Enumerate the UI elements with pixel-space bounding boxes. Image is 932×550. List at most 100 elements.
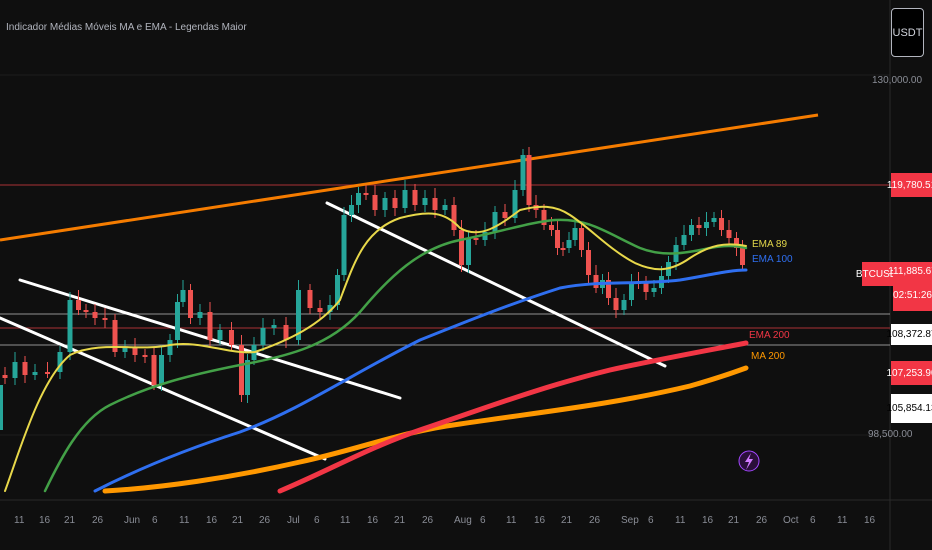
candle[interactable] — [681, 235, 687, 245]
ma-200-line[interactable] — [102, 365, 749, 494]
ema-100-line[interactable] — [93, 268, 748, 493]
candle[interactable] — [740, 248, 745, 265]
candle[interactable] — [239, 345, 244, 395]
candle[interactable] — [132, 348, 138, 355]
candle[interactable] — [689, 225, 694, 235]
candle[interactable] — [422, 198, 428, 205]
candlestick-series[interactable] — [0, 147, 745, 430]
candle[interactable] — [482, 232, 488, 240]
candle[interactable] — [442, 205, 448, 210]
candle[interactable] — [12, 362, 18, 378]
candle[interactable] — [555, 230, 560, 248]
candle[interactable] — [142, 355, 148, 357]
candle[interactable] — [207, 312, 213, 340]
candle[interactable] — [696, 225, 702, 228]
candle[interactable] — [102, 318, 108, 320]
candle[interactable] — [180, 290, 186, 302]
white-trendline-3[interactable] — [325, 201, 667, 368]
candle[interactable] — [159, 355, 164, 385]
candle[interactable] — [719, 218, 724, 230]
candle[interactable] — [112, 320, 118, 352]
candle[interactable] — [402, 190, 408, 208]
candle[interactable] — [512, 190, 518, 218]
candle[interactable] — [22, 362, 28, 375]
candle[interactable] — [432, 198, 438, 210]
candle[interactable] — [520, 155, 526, 190]
candle[interactable] — [45, 372, 50, 374]
candle[interactable] — [76, 300, 81, 310]
candle[interactable] — [260, 328, 266, 345]
candle[interactable] — [572, 228, 578, 240]
candle[interactable] — [579, 228, 584, 250]
candle[interactable] — [704, 222, 709, 228]
candle[interactable] — [392, 198, 398, 208]
candle[interactable] — [726, 230, 732, 238]
candle[interactable] — [629, 282, 634, 300]
candle[interactable] — [167, 340, 173, 355]
candle[interactable] — [492, 212, 498, 232]
candle[interactable] — [32, 372, 38, 375]
candle[interactable] — [734, 238, 739, 248]
candle[interactable] — [466, 238, 471, 265]
candle[interactable] — [560, 248, 566, 250]
candle[interactable] — [283, 325, 289, 340]
candle[interactable] — [0, 385, 3, 430]
ema-200-line[interactable] — [277, 340, 749, 494]
candle[interactable] — [412, 190, 418, 205]
white-trendlines[interactable] — [0, 201, 667, 461]
candle[interactable] — [526, 155, 532, 205]
candle[interactable] — [451, 205, 457, 230]
symbol-tag[interactable]: BTCUSDT — [856, 262, 903, 286]
currency-button[interactable]: USDT — [891, 8, 924, 57]
candle[interactable] — [349, 205, 354, 215]
candle[interactable] — [83, 310, 89, 312]
candle[interactable] — [606, 280, 611, 298]
candle[interactable] — [593, 275, 599, 288]
candle[interactable] — [296, 290, 301, 340]
candle[interactable] — [92, 312, 98, 318]
price-tag-resistance: 119,780.51 — [887, 173, 932, 197]
white-trendline-2[interactable] — [0, 316, 327, 461]
candle[interactable] — [197, 312, 203, 318]
ema-89-green-line[interactable] — [43, 218, 748, 493]
candle[interactable] — [382, 198, 388, 210]
candle[interactable] — [541, 210, 547, 225]
lightning-icon[interactable] — [738, 450, 760, 472]
candle[interactable] — [363, 193, 369, 195]
candle[interactable] — [217, 330, 223, 340]
candle[interactable] — [151, 355, 157, 385]
candle[interactable] — [327, 305, 333, 312]
candle[interactable] — [549, 225, 554, 230]
candle[interactable] — [122, 348, 128, 352]
candle[interactable] — [229, 330, 234, 345]
candle[interactable] — [566, 240, 572, 248]
candle[interactable] — [643, 282, 649, 292]
orange-trendline[interactable] — [0, 113, 819, 242]
candle[interactable] — [613, 298, 619, 310]
candle[interactable] — [459, 230, 464, 265]
candle[interactable] — [307, 290, 313, 308]
ema-89-yellow-line[interactable] — [4, 205, 747, 492]
candle[interactable] — [188, 290, 193, 318]
candle[interactable] — [335, 275, 340, 305]
candle[interactable] — [67, 300, 73, 352]
candle[interactable] — [271, 325, 277, 328]
candle[interactable] — [502, 212, 508, 218]
candle[interactable] — [57, 352, 63, 372]
candle[interactable] — [356, 193, 361, 205]
candle[interactable] — [621, 300, 627, 310]
candle[interactable] — [586, 250, 591, 275]
candle[interactable] — [317, 308, 323, 312]
candle[interactable] — [2, 375, 8, 378]
last-price-tag: 111,885.67 — [888, 262, 932, 280]
candle[interactable] — [175, 302, 180, 340]
candle[interactable] — [245, 360, 250, 395]
candle[interactable] — [651, 288, 657, 292]
candle[interactable] — [473, 238, 479, 240]
time-axis-label: 11 — [837, 515, 848, 526]
candle[interactable] — [341, 215, 347, 275]
candle[interactable] — [711, 218, 717, 222]
candle[interactable] — [372, 195, 378, 210]
